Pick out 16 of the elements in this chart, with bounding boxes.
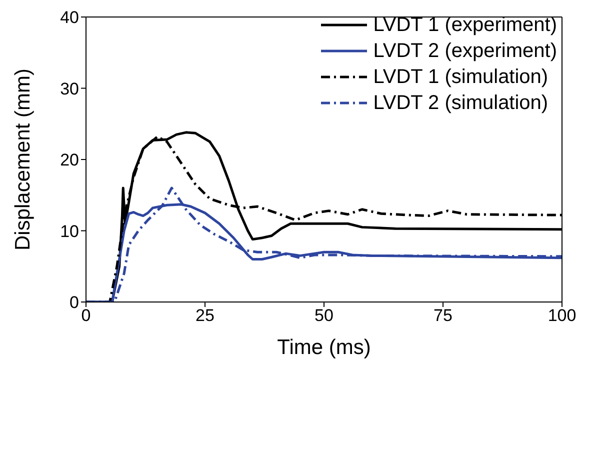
x-tick-label: 50 (314, 306, 334, 326)
y-axis-title: Displacement (mm) (11, 68, 34, 251)
x-tick-label: 75 (434, 306, 452, 326)
x-tick-label: 0 (81, 306, 91, 326)
y-tick-label: 20 (60, 150, 79, 170)
y-tick-label: 0 (70, 293, 79, 312)
x-tick-label: 100 (548, 306, 576, 326)
x-axis-title: Time (ms) (277, 336, 371, 359)
y-tick-label: 10 (60, 222, 79, 241)
legend-label: LVDT 2 (simulation) (373, 91, 548, 116)
y-tick-label: 30 (60, 79, 79, 98)
legend-label: LVDT 1 (simulation) (373, 65, 548, 90)
legend-label: LVDT 2 (experiment) (373, 39, 557, 64)
legend-label: LVDT 1 (experiment) (373, 13, 557, 38)
y-tick-label: 40 (60, 8, 79, 28)
x-tick-label: 25 (196, 306, 214, 326)
